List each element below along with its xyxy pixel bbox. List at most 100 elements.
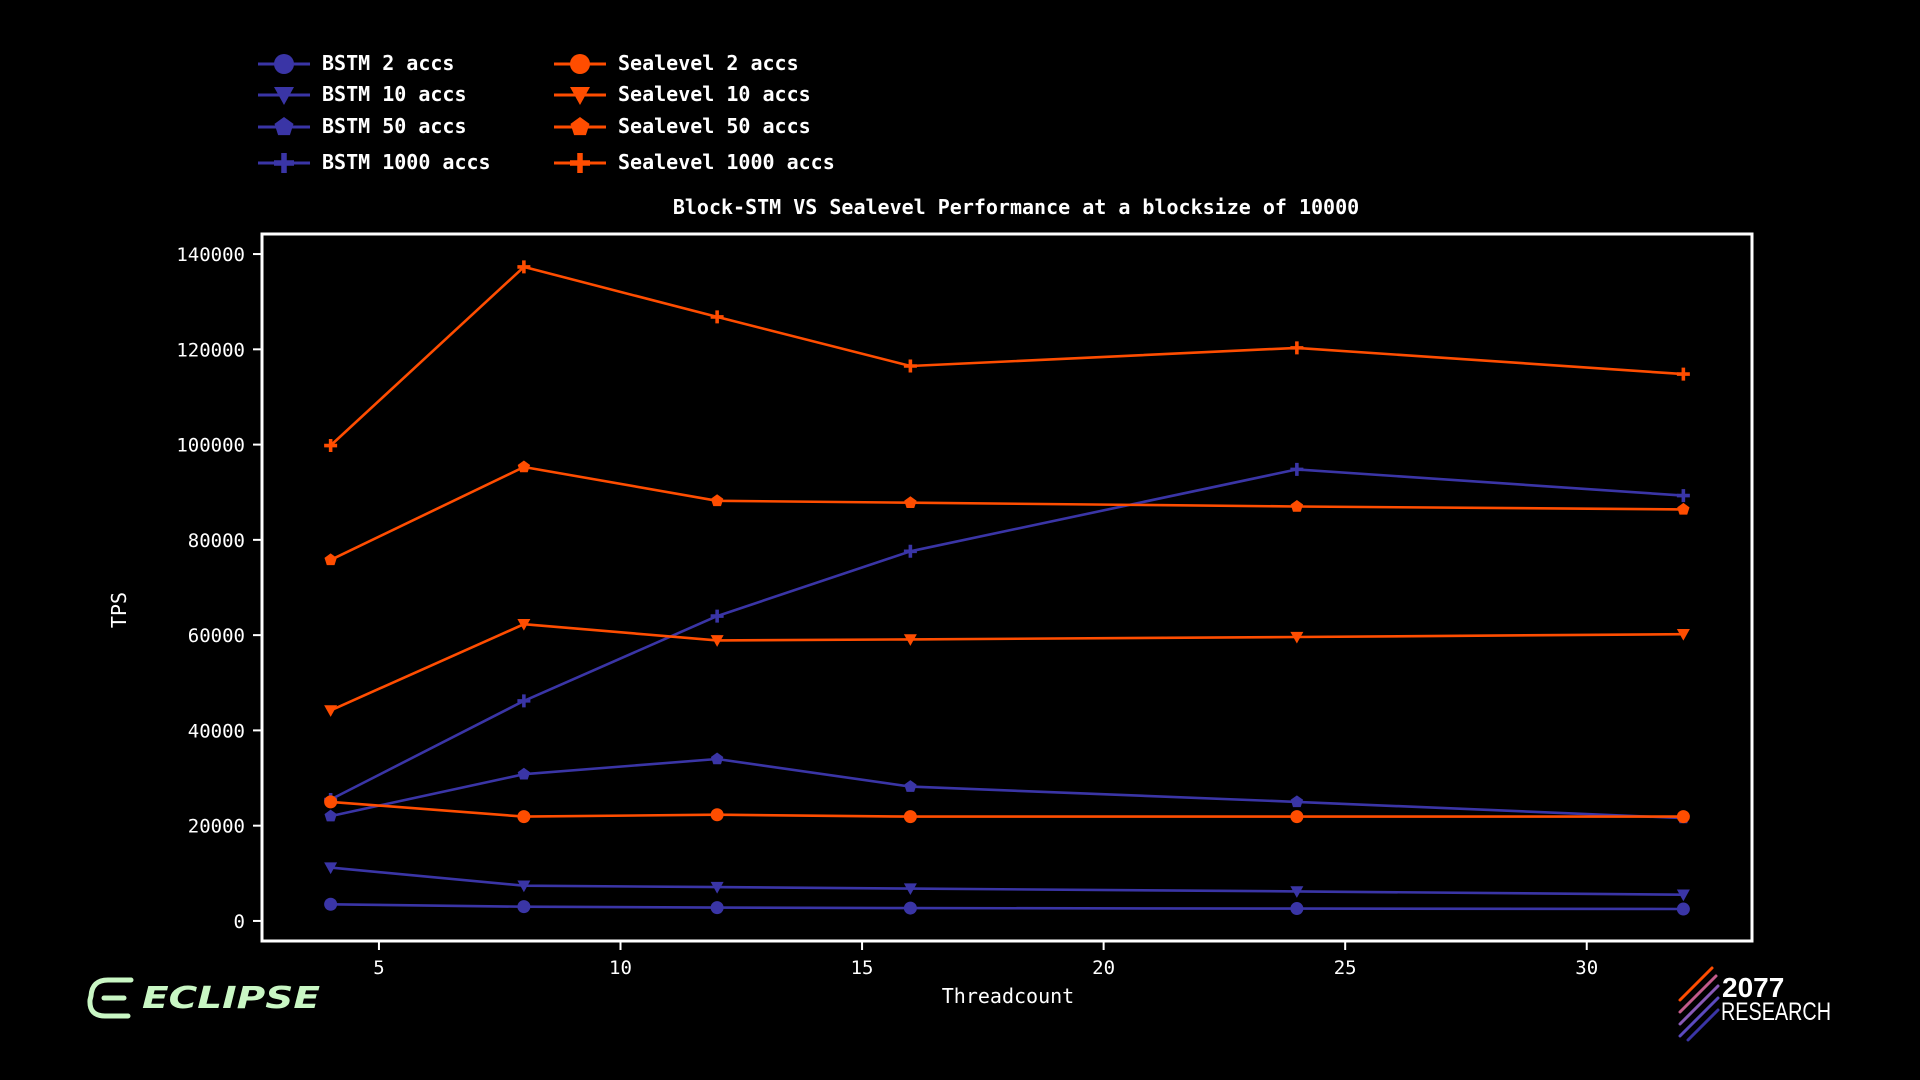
data-point	[324, 553, 337, 566]
data-point	[710, 808, 724, 822]
data-point	[1290, 902, 1304, 916]
y-tick-label: 20000	[188, 816, 245, 838]
eclipse-wordmark: ECLIPSE	[142, 981, 321, 1016]
legend-marker	[570, 153, 590, 173]
chart-title: Block-STM VS Sealevel Performance at a b…	[673, 195, 1359, 219]
data-point	[1676, 367, 1690, 381]
x-axis: 5 10 15 20 25 30	[373, 940, 1598, 979]
x-tick-label: 10	[609, 957, 632, 979]
data-point	[1676, 902, 1690, 916]
data-point	[1290, 500, 1304, 512]
series-bstm-50-accs	[324, 752, 1690, 824]
y-axis-label: TPS	[107, 592, 131, 628]
data-point	[1290, 631, 1304, 644]
data-point	[903, 883, 917, 896]
plot-frame	[260, 232, 1754, 943]
research-logo-word: RESEARCH	[1721, 998, 1831, 1026]
data-point	[324, 795, 338, 809]
x-tick-label: 15	[851, 957, 874, 979]
legend-marker	[570, 87, 590, 105]
data-point	[1290, 795, 1304, 808]
y-tick-label: 40000	[188, 720, 245, 742]
data-point	[710, 494, 724, 507]
stripes-icon	[1678, 966, 1720, 1042]
data-point	[324, 705, 338, 717]
eclipse-logo: ECLIPSE	[87, 977, 321, 1019]
series-bstm-2-accs	[324, 897, 1690, 916]
series-line	[330, 903, 1684, 911]
eclipse-mark-icon	[87, 977, 134, 1019]
data-point	[903, 634, 917, 646]
data-point	[1290, 341, 1304, 355]
data-point	[517, 767, 531, 780]
data-point	[1290, 462, 1304, 476]
data-point	[324, 897, 338, 911]
y-tick-label: 80000	[188, 530, 245, 552]
y-tick-label: 60000	[188, 625, 245, 647]
data-point	[903, 359, 917, 373]
legend-marker	[274, 54, 294, 74]
data-point	[710, 609, 724, 623]
data-point	[1677, 502, 1690, 515]
data-point	[1676, 889, 1690, 902]
series-sealevel-10-accs	[324, 618, 1690, 717]
legend-label: Sealevel 10 accs	[618, 82, 811, 106]
y-tick-label: 0	[234, 911, 245, 933]
y-tick-label: 100000	[176, 435, 245, 457]
series-line	[330, 622, 1684, 712]
data-point	[1290, 810, 1304, 824]
legend-marker	[274, 117, 294, 136]
legend: BSTM 2 accs BSTM 10 accs BSTM 50 accs BSTM …	[258, 51, 835, 174]
legend-item: Sealevel 50 accs	[554, 114, 811, 138]
data-point	[1676, 628, 1690, 641]
data-point	[710, 635, 724, 647]
legend-marker	[570, 54, 590, 74]
legend-label: Sealevel 1000 accs	[618, 150, 835, 174]
research-logo: 2077 RESEARCH	[1678, 966, 1831, 1042]
series-layer	[324, 260, 1690, 916]
series-sealevel-1000-accs	[324, 260, 1690, 453]
data-point	[517, 900, 531, 914]
legend-label: BSTM 50 accs	[322, 114, 467, 138]
legend-label: BSTM 1000 accs	[322, 150, 491, 174]
x-axis-label: Threadcount	[942, 984, 1074, 1008]
legend-item: BSTM 2 accs	[258, 51, 454, 75]
legend-item: Sealevel 2 accs	[554, 51, 799, 75]
series-line	[330, 757, 1684, 820]
legend-label: BSTM 10 accs	[322, 82, 467, 106]
legend-label: BSTM 2 accs	[322, 51, 454, 75]
data-point	[710, 310, 724, 324]
data-point	[710, 752, 724, 765]
legend-label: Sealevel 50 accs	[618, 114, 811, 138]
research-logo-number: 2077	[1722, 972, 1784, 1003]
legend-marker	[274, 87, 294, 105]
data-point	[517, 260, 531, 274]
data-point	[710, 881, 724, 894]
y-tick-label: 120000	[176, 339, 245, 361]
series-line	[330, 465, 1684, 562]
series-sealevel-2-accs	[324, 795, 1690, 824]
data-point	[903, 810, 917, 824]
legend-item: Sealevel 10 accs	[554, 82, 811, 106]
x-tick-label: 25	[1334, 957, 1357, 979]
x-tick-label: 30	[1575, 957, 1598, 979]
data-point	[904, 780, 917, 792]
y-tick-label: 140000	[176, 244, 245, 266]
x-tick-label: 20	[1092, 957, 1115, 979]
data-point	[517, 694, 531, 708]
legend-label: Sealevel 2 accs	[618, 51, 799, 75]
data-point	[517, 460, 531, 473]
series-line	[330, 866, 1684, 896]
legend-marker	[570, 117, 590, 136]
legend-item: BSTM 10 accs	[258, 82, 467, 106]
data-point	[517, 618, 531, 631]
data-point	[517, 880, 531, 893]
data-point	[324, 809, 337, 822]
x-tick-label: 5	[373, 957, 384, 979]
data-point	[324, 862, 338, 875]
data-point	[903, 544, 917, 558]
data-point	[1676, 489, 1690, 503]
data-point	[1290, 886, 1304, 898]
series-line	[330, 800, 1684, 818]
